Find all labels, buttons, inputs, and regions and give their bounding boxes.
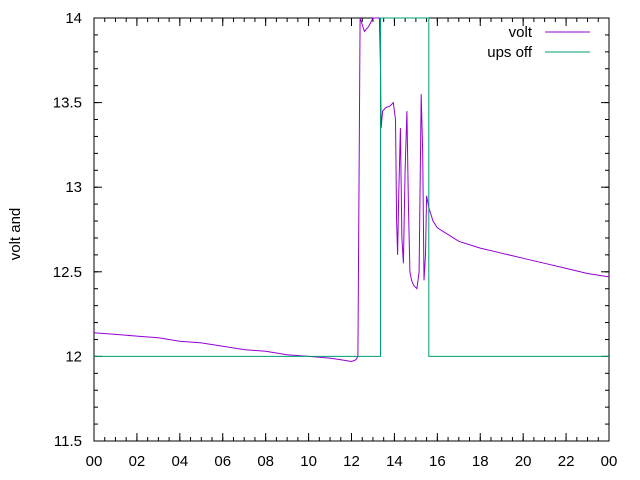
legend: volt ups off (487, 24, 590, 61)
x-tick-label: 00 (86, 453, 103, 470)
x-tick-label: 20 (515, 453, 532, 470)
x-tick-label: 18 (472, 453, 489, 470)
legend-label: volt (509, 24, 533, 41)
x-tick-label: 22 (558, 453, 575, 470)
y-tick-label: 12.5 (53, 264, 82, 281)
x-tick-label: 04 (171, 453, 188, 470)
y-axis-ticks: 11.5 12 12.5 13 13.5 14 (53, 10, 609, 450)
series-line-volt (93, 17, 610, 363)
y-tick-label: 13 (65, 179, 82, 196)
y-tick-label: 11.5 (54, 433, 82, 450)
x-tick-label: 00 (601, 453, 618, 470)
x-axis-ticks: 00 02 04 06 08 10 12 14 16 18 20 22 00 (86, 18, 618, 470)
y-tick-label: 12 (65, 348, 82, 365)
plot-frame (93, 17, 610, 442)
x-tick-label: 16 (429, 453, 446, 470)
x-tick-label: 10 (300, 453, 317, 470)
x-tick-label: 12 (343, 453, 360, 470)
y-axis-label: volt and (7, 208, 24, 261)
x-tick-label: 14 (386, 453, 403, 470)
x-tick-label: 06 (214, 453, 231, 470)
y-tick-label: 14 (65, 10, 82, 27)
series-line-ups-off (94, 17, 609, 357)
series-layer (93, 17, 610, 363)
x-tick-label: 08 (257, 453, 274, 470)
legend-label: ups off (487, 44, 533, 61)
x-tick-label: 02 (129, 453, 146, 470)
y-tick-label: 13.5 (53, 95, 82, 112)
